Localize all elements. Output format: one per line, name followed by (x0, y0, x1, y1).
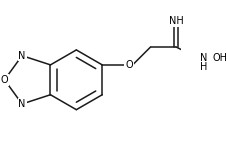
Text: O: O (125, 60, 132, 70)
Text: NH: NH (168, 16, 183, 26)
Text: N: N (18, 99, 26, 109)
Text: N: N (199, 53, 206, 63)
Text: O: O (1, 75, 8, 85)
Text: N: N (18, 51, 26, 61)
Text: H: H (199, 62, 206, 72)
Text: OH: OH (211, 53, 226, 63)
